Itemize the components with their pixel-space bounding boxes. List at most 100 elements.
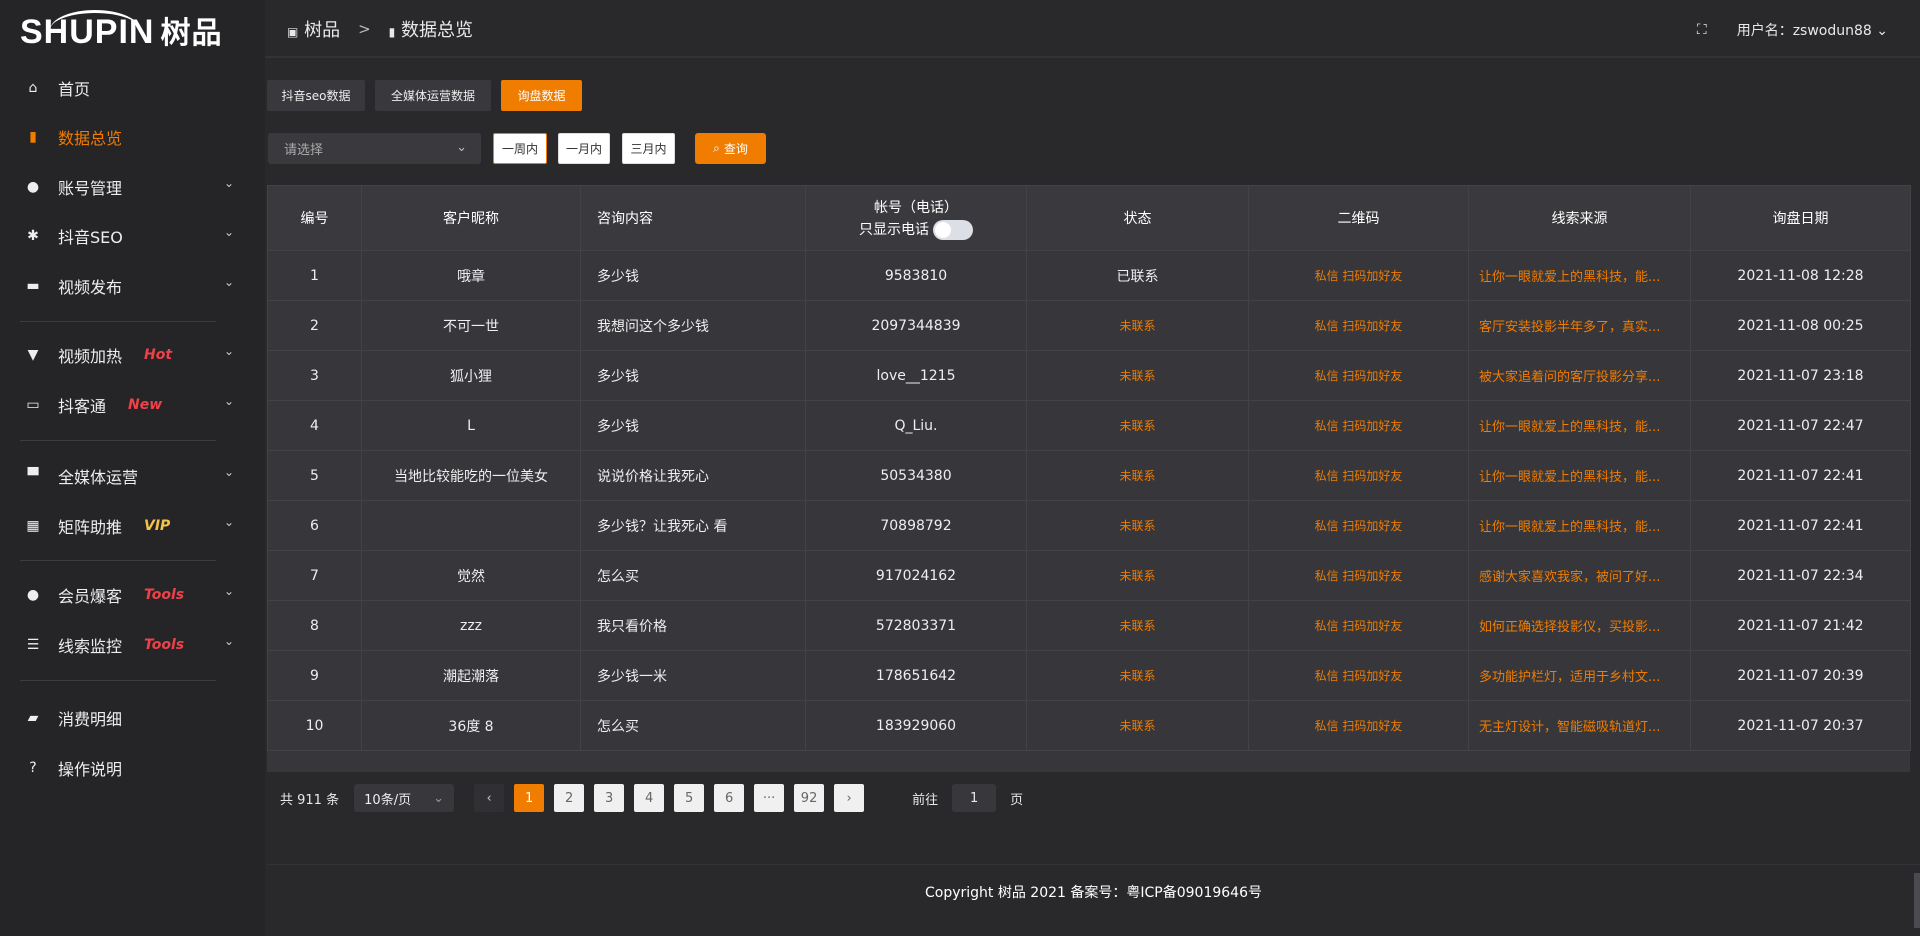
cell-status: 未联系 — [1026, 550, 1249, 601]
page-unit-label: 页 — [1010, 792, 1024, 808]
sidebar-item-5[interactable]: ▼ 视频加热 Hot ⌄ — [24, 340, 234, 370]
sidebar-item-6[interactable]: ▭ 抖客通 New ⌄ — [24, 390, 234, 420]
chevron-right-icon: › — [846, 790, 852, 806]
cell-id: 10 — [267, 700, 362, 751]
page-button[interactable]: 2 — [554, 784, 585, 812]
cell-qrcode[interactable]: 私信 扫码加好友 — [1248, 700, 1469, 751]
source-select[interactable]: 请选择 ⌄ — [268, 133, 481, 164]
table-row: 6 多少钱？让我死心 看 70898792 未联系 私信 扫码加好友 让你一眼就爱上的黑科… — [267, 500, 1911, 551]
copyright: Copyright 树品 2021 备案号：粤ICP备09019646号 — [925, 885, 1262, 901]
phone-only-toggle[interactable] — [933, 219, 973, 240]
cell-id: 1 — [267, 250, 362, 301]
badge-tools: Tools — [144, 587, 185, 603]
user-menu[interactable]: 用户名：zswodun88 ⌄ — [1736, 23, 1888, 39]
cell-account: 2097344839 — [805, 300, 1027, 351]
range-week-button[interactable]: 一周内 — [493, 133, 547, 164]
sidebar-item-1[interactable]: ▮ 数据总览 — [24, 122, 234, 152]
cell-source[interactable]: 让你一眼就爱上的黑科技，能... — [1468, 500, 1691, 551]
cell-nickname: 狐小狸 — [361, 350, 581, 401]
fullscreen-icon[interactable]: ⛶ — [1696, 22, 1707, 38]
page-button[interactable]: 3 — [594, 784, 625, 812]
chevron-down-icon: ⌄ — [223, 634, 234, 648]
page-button[interactable]: 5 — [674, 784, 705, 812]
page-button[interactable]: 92 — [794, 784, 825, 812]
cell-qrcode[interactable]: 私信 扫码加好友 — [1248, 350, 1469, 401]
sidebar-item-11[interactable]: ▰ 消费明细 — [24, 703, 234, 733]
cell-source[interactable]: 如何正确选择投影仪，买投影... — [1468, 600, 1691, 651]
query-button[interactable]: ⌕ 查询 — [695, 133, 766, 164]
sidebar-item-7[interactable]: ▀ 全媒体运营 ⌄ — [24, 461, 234, 491]
sidebar-item-8[interactable]: ▦ 矩阵助推 VIP ⌄ — [24, 511, 234, 541]
cell-account: Q_Liu. — [805, 400, 1027, 451]
sidebar-item-label: 矩阵助推 — [58, 518, 123, 537]
cell-source[interactable]: 让你一眼就爱上的黑科技，能... — [1468, 250, 1691, 301]
cell-qrcode[interactable]: 私信 扫码加好友 — [1248, 250, 1469, 301]
cell-source[interactable]: 客厅安装投影半年多了，真实... — [1468, 300, 1691, 351]
tab-all-media-data[interactable]: 全媒体运营数据 — [375, 80, 491, 111]
cell-source[interactable]: 感谢大家喜欢我家，被问了好... — [1468, 550, 1691, 601]
cell-account: 917024162 — [805, 550, 1027, 601]
cell-qrcode[interactable]: 私信 扫码加好友 — [1248, 500, 1469, 551]
badge-hot: Hot — [144, 347, 173, 363]
page-size-select[interactable]: 10条/页 ⌄ — [354, 784, 455, 812]
page-button[interactable]: 6 — [714, 784, 745, 812]
sidebar-item-12[interactable]: ? 操作说明 — [24, 753, 234, 783]
cell-status: 已联系 — [1026, 250, 1249, 301]
sidebar-item-10[interactable]: ☰ 线索监控 Tools ⌄ — [24, 630, 234, 660]
badge-tools: Tools — [144, 637, 185, 653]
cell-qrcode[interactable]: 私信 扫码加好友 — [1248, 600, 1469, 651]
col-date: 询盘日期 — [1690, 185, 1911, 251]
sidebar-item-0[interactable]: ⌂ 首页 — [24, 73, 234, 103]
cell-qrcode[interactable]: 私信 扫码加好友 — [1248, 400, 1469, 451]
member-icon: ● — [26, 587, 40, 603]
cell-nickname: 当地比较能吃的一位美女 — [361, 450, 581, 501]
sidebar-divider — [20, 321, 216, 322]
table-row: 1 哦章 多少钱 9583810 已联系 私信 扫码加好友 让你一眼就爱上的黑科技，能...… — [267, 250, 1911, 301]
prev-page-button[interactable]: ‹ — [474, 784, 505, 812]
cell-status: 未联系 — [1026, 700, 1249, 751]
chevron-down-icon: ⌄ — [223, 176, 234, 190]
cell-qrcode[interactable]: 私信 扫码加好友 — [1248, 300, 1469, 351]
sidebar-item-3[interactable]: ✱ 抖音SEO ⌄ — [24, 221, 234, 251]
sidebar-item-label: 首页 — [58, 80, 91, 99]
cell-source[interactable]: 多功能护栏灯，适用于乡村文... — [1468, 650, 1691, 701]
cell-id: 4 — [267, 400, 362, 451]
sidebar-item-label: 账号管理 — [58, 179, 123, 198]
sidebar-item-label: 数据总览 — [58, 129, 123, 148]
message-icon: ▭ — [26, 397, 40, 413]
range-3month-button[interactable]: 三月内 — [622, 133, 675, 164]
cell-date: 2021-11-07 23:18 — [1690, 350, 1911, 401]
cell-source[interactable]: 让你一眼就爱上的黑科技，能... — [1468, 450, 1691, 501]
video-camera-icon: ▬ — [26, 278, 40, 294]
top-header: ▣ 树品 > ▮ 数据总览 ⛶ 用户名：zswodun88 ⌄ — [265, 0, 1920, 58]
sidebar-item-label: 抖客通 — [58, 397, 107, 416]
cell-qrcode[interactable]: 私信 扫码加好友 — [1248, 450, 1469, 501]
next-page-button[interactable]: › — [834, 784, 865, 812]
more-pages-button[interactable]: ··· — [754, 784, 785, 812]
cell-qrcode[interactable]: 私信 扫码加好友 — [1248, 550, 1469, 601]
sidebar-item-4[interactable]: ▬ 视频发布 ⌄ — [24, 271, 234, 301]
goto-page-input[interactable]: 1 — [952, 784, 997, 812]
cell-id: 2 — [267, 300, 362, 351]
cell-content: 我只看价格 — [580, 600, 806, 651]
search-icon: ⌕ — [713, 141, 720, 155]
page-button[interactable]: 4 — [634, 784, 665, 812]
image-icon: ▣ — [287, 25, 299, 39]
page-button[interactable]: 1 — [514, 784, 545, 812]
sidebar-item-2[interactable]: ● 账号管理 ⌄ — [24, 172, 234, 202]
cell-content: 多少钱一米 — [580, 650, 806, 701]
cell-source[interactable]: 无主灯设计，智能磁吸轨道灯... — [1468, 700, 1691, 751]
scrollbar[interactable] — [1914, 873, 1920, 928]
sidebar-item-9[interactable]: ● 会员爆客 Tools ⌄ — [24, 580, 234, 610]
cell-qrcode[interactable]: 私信 扫码加好友 — [1248, 650, 1469, 701]
table-row: 3 狐小狸 多少钱 love__1215 未联系 私信 扫码加好友 被大家追着问的客厅投影分… — [267, 350, 1911, 401]
cell-id: 5 — [267, 450, 362, 501]
tab-douyin-seo-data[interactable]: 抖音seo数据 — [267, 80, 365, 111]
cell-date: 2021-11-07 22:41 — [1690, 450, 1911, 501]
range-month-button[interactable]: 一月内 — [558, 133, 610, 164]
cell-source[interactable]: 被大家追着问的客厅投影分享... — [1468, 350, 1691, 401]
tab-inquiry-data[interactable]: 询盘数据 — [501, 80, 582, 111]
cell-source[interactable]: 让你一眼就爱上的黑科技，能... — [1468, 400, 1691, 451]
chevron-down-icon: ⌄ — [223, 275, 234, 289]
breadcrumb-home[interactable]: ▣ 树品 — [287, 20, 341, 41]
